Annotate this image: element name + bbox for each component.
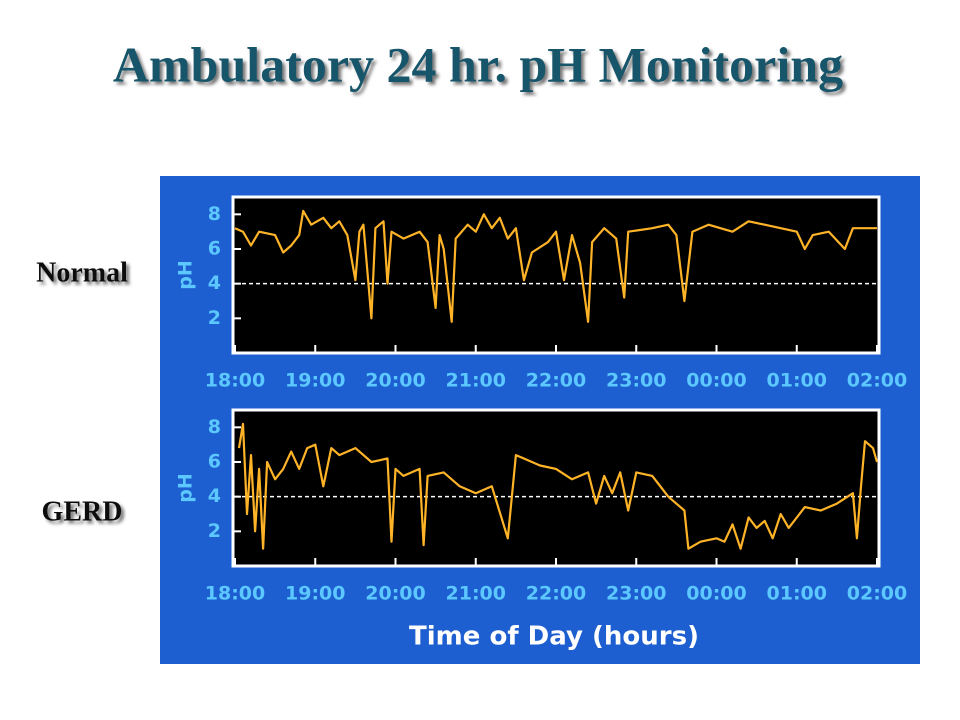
y-tick-label: 4 xyxy=(208,485,221,507)
x-tick-label: 19:00 xyxy=(285,583,345,605)
slide-title: Ambulatory 24 hr. pH Monitoring xyxy=(113,36,843,92)
x-tick-label: 18:00 xyxy=(205,583,265,605)
y-tick-label: 8 xyxy=(208,416,221,438)
x-tick-label: 22:00 xyxy=(526,370,586,392)
trace-label: GERD xyxy=(42,496,123,527)
x-tick-label: 18:00 xyxy=(205,370,265,392)
x-tick-label: 20:00 xyxy=(365,370,425,392)
trace-label: Normal xyxy=(36,257,128,288)
x-tick-label: 02:00 xyxy=(847,583,907,605)
y-tick-label: 6 xyxy=(208,238,221,260)
x-tick-label: 19:00 xyxy=(285,370,345,392)
x-tick-label: 23:00 xyxy=(606,583,666,605)
x-tick-label: 21:00 xyxy=(446,583,506,605)
x-tick-label: 21:00 xyxy=(446,370,506,392)
x-tick-label: 02:00 xyxy=(847,370,907,392)
y-tick-label: 8 xyxy=(208,203,221,225)
x-tick-label: 20:00 xyxy=(365,583,425,605)
x-tick-label: 22:00 xyxy=(526,583,586,605)
y-tick-label: 2 xyxy=(208,307,221,329)
y-axis-label: pH xyxy=(175,473,197,503)
y-tick-label: 4 xyxy=(208,272,221,294)
x-axis-label: Time of Day (hours) xyxy=(409,622,699,652)
ph-trace xyxy=(237,422,879,550)
x-tick-label: 01:00 xyxy=(767,583,827,605)
ph-trace xyxy=(234,209,877,323)
x-tick-label: 00:00 xyxy=(686,583,746,605)
x-tick-label: 23:00 xyxy=(606,370,666,392)
y-axis-label: pH xyxy=(175,260,197,290)
plot-area xyxy=(231,408,881,568)
x-tick-label: 01:00 xyxy=(767,370,827,392)
plot-area xyxy=(231,195,881,355)
x-tick-label: 00:00 xyxy=(686,370,746,392)
y-tick-label: 6 xyxy=(208,451,221,473)
y-tick-label: 2 xyxy=(208,520,221,542)
